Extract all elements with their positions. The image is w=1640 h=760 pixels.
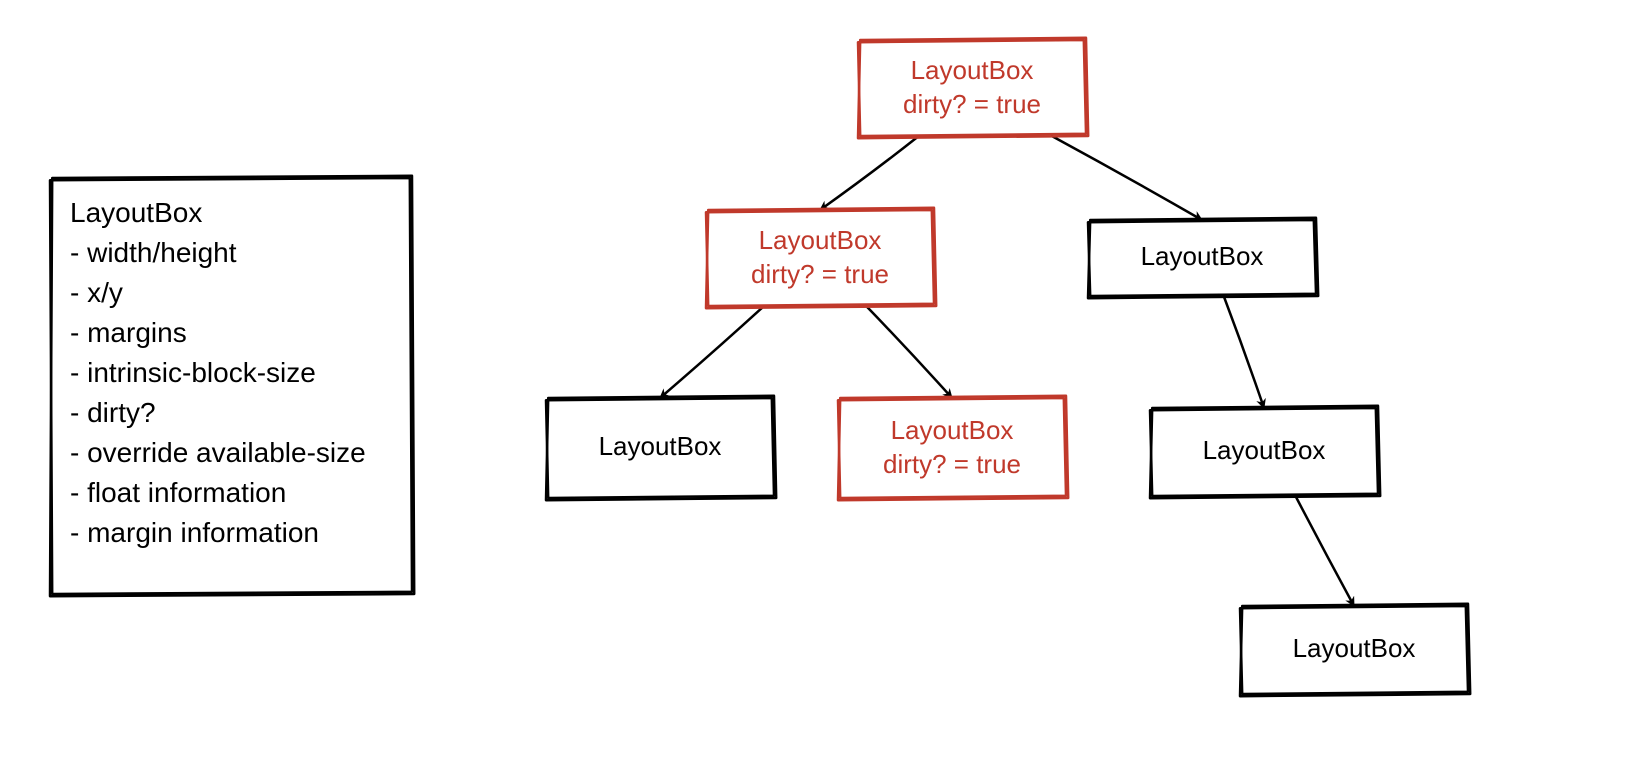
node-label-line1: LayoutBox [891,415,1014,445]
node-label-line1: LayoutBox [759,225,882,255]
tree-node-l1a: LayoutBox dirty? = true [706,208,936,308]
node-label-line1: LayoutBox [911,55,1034,85]
node-label-line2: dirty? = true [903,89,1041,119]
edges-layer [660,136,1354,606]
panel-item: - margins [70,317,187,348]
panel-layer: LayoutBox - width/height - x/y - margins - i… [50,176,414,596]
panel-item: - x/y [70,277,123,308]
node-label-line1: LayoutBox [1141,241,1264,271]
panel-item: - dirty? [70,397,156,428]
node-label-line1: LayoutBox [1293,633,1416,663]
tree-node-l2c: LayoutBox [1150,406,1380,498]
node-label-line2: dirty? = true [751,259,889,289]
panel-item: - width/height [70,237,237,268]
panel-item: - float information [70,477,286,508]
layoutbox-tree-diagram: LayoutBox dirty? = true LayoutBox dirty? = … [0,0,1640,760]
tree-node-l1b: LayoutBox [1088,218,1318,298]
edge-l1b-l2c [1224,296,1264,408]
edge-l1a-l2a [660,306,764,398]
tree-node-l2a: LayoutBox [546,396,776,500]
edge-root-l1a [820,136,919,210]
edge-l1a-l2b [866,306,952,398]
panel-item: - margin information [70,517,319,548]
node-label-line1: LayoutBox [599,431,722,461]
edge-root-l1b [1052,136,1202,220]
panel-item: - intrinsic-block-size [70,357,316,388]
panel-item: - override available-size [70,437,366,468]
tree-node-root: LayoutBox dirty? = true [858,38,1088,138]
node-label-line1: LayoutBox [1203,435,1326,465]
tree-node-l2b: LayoutBox dirty? = true [838,396,1068,500]
edge-l2c-l3a [1296,496,1355,606]
node-label-line2: dirty? = true [883,449,1021,479]
nodes-layer: LayoutBox dirty? = true LayoutBox dirty? = … [546,38,1470,696]
tree-node-l3a: LayoutBox [1240,604,1470,696]
panel-title: LayoutBox [70,197,202,228]
